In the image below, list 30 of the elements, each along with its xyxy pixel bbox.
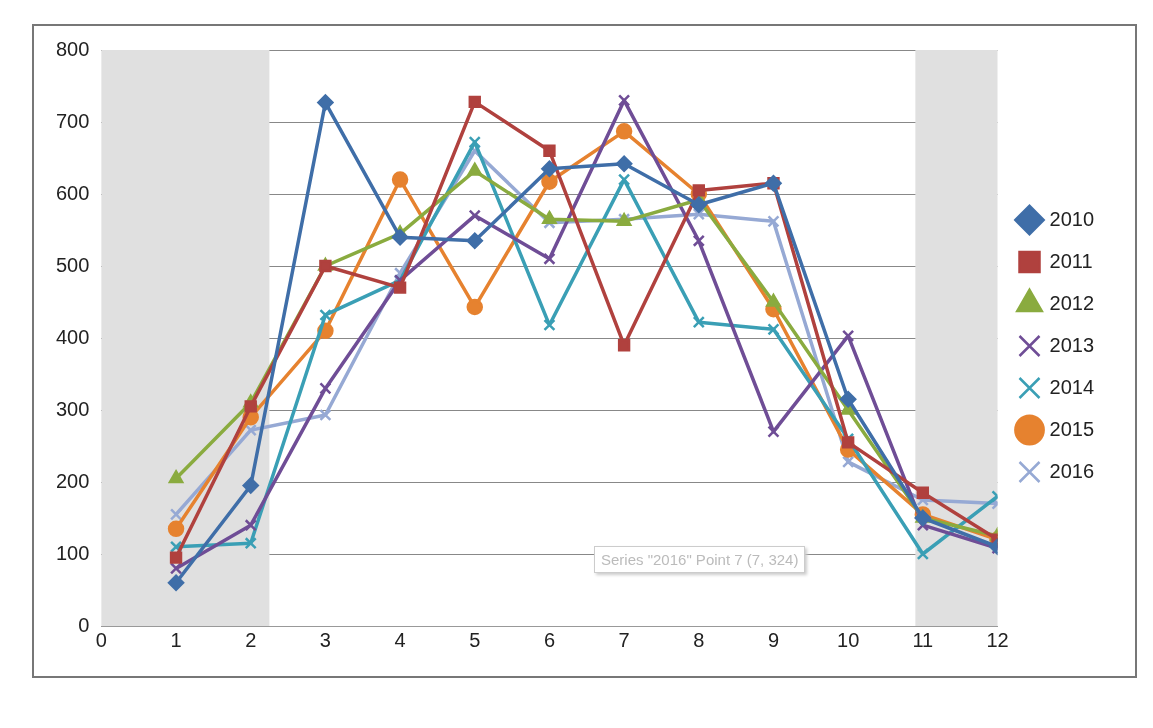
legend-label: 2011 (1049, 249, 1093, 272)
x-tick-label: 2 (245, 628, 257, 651)
x-tick-label: 5 (469, 628, 481, 651)
x-tick-label: 10 (837, 628, 860, 651)
y-tick-label: 100 (55, 541, 90, 564)
y-tick-label: 400 (55, 325, 90, 348)
legend-label: 2014 (1049, 375, 1095, 398)
x-tick-label: 6 (543, 628, 555, 651)
y-tick-label: 600 (55, 181, 90, 204)
legend-label: 2016 (1049, 459, 1095, 482)
y-tick-label: 200 (55, 469, 90, 492)
annotation: Series "2016" Point 7 (7, 324) (594, 546, 806, 573)
x-tick-label: 4 (394, 628, 406, 651)
legend-label: 2015 (1049, 417, 1095, 440)
y-tick-label: 300 (55, 397, 90, 420)
legend-label: 2010 (1049, 207, 1095, 230)
x-tick-label: 9 (767, 628, 780, 651)
y-tick-label: 0 (78, 613, 90, 636)
x-tick-label: 3 (319, 628, 331, 651)
legend-label: 2013 (1049, 333, 1095, 356)
x-tick-label: 8 (693, 628, 705, 651)
y-tick-label: 700 (55, 109, 90, 132)
y-tick-label: 500 (55, 253, 90, 276)
legend-label: 2012 (1049, 291, 1095, 314)
x-tick-label: 7 (618, 628, 630, 651)
x-tick-label: 0 (95, 628, 107, 651)
x-tick-label: 11 (912, 628, 934, 651)
y-tick-label: 800 (55, 37, 90, 60)
x-tick-label: 1 (170, 628, 182, 651)
x-tick-label: 12 (986, 628, 1009, 651)
